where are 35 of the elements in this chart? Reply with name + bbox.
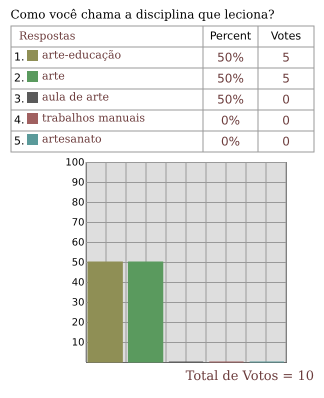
text: 5. [14,134,24,148]
text: Votes [270,30,302,42]
text: 2. [14,72,24,84]
text: 1. [14,50,24,64]
text: Percent [210,30,252,42]
y-tick-label: 10 [72,338,84,348]
y-tick-label: 40 [72,278,84,288]
text: 0% [220,114,240,128]
text: 5 [282,72,290,86]
legend-label: arte [42,70,65,82]
text: Respostas [19,30,76,42]
text: 50% [217,92,244,106]
y-tick-label: 90 [72,178,84,188]
text: 5 [282,50,290,64]
text: 0 [282,114,290,128]
text: 0 [282,92,290,106]
text: 50% [217,72,244,86]
y-tick-label: 20 [72,318,84,328]
chart-title: Como você chama a disciplina que leciona? [10,8,275,22]
legend-label: aula de arte [42,90,110,104]
legend-label: artesanato [42,132,102,146]
legend-label: arte-educação [42,48,122,62]
y-tick-label: 50 [72,258,84,268]
y-tick-label: 100 [65,158,84,168]
text: Total de Votos = 10 [186,369,314,384]
y-tick-label: 70 [72,218,84,228]
y-tick-label: 60 [72,238,84,248]
legend-label: trabalhos manuais [42,112,146,124]
text: 0% [220,134,240,148]
text: 3. [14,92,24,106]
text: 0 [282,134,290,148]
y-tick-label: 80 [72,198,84,208]
text: 50% [217,50,244,64]
y-tick-label: 30 [72,298,84,308]
text: 4. [14,114,24,126]
